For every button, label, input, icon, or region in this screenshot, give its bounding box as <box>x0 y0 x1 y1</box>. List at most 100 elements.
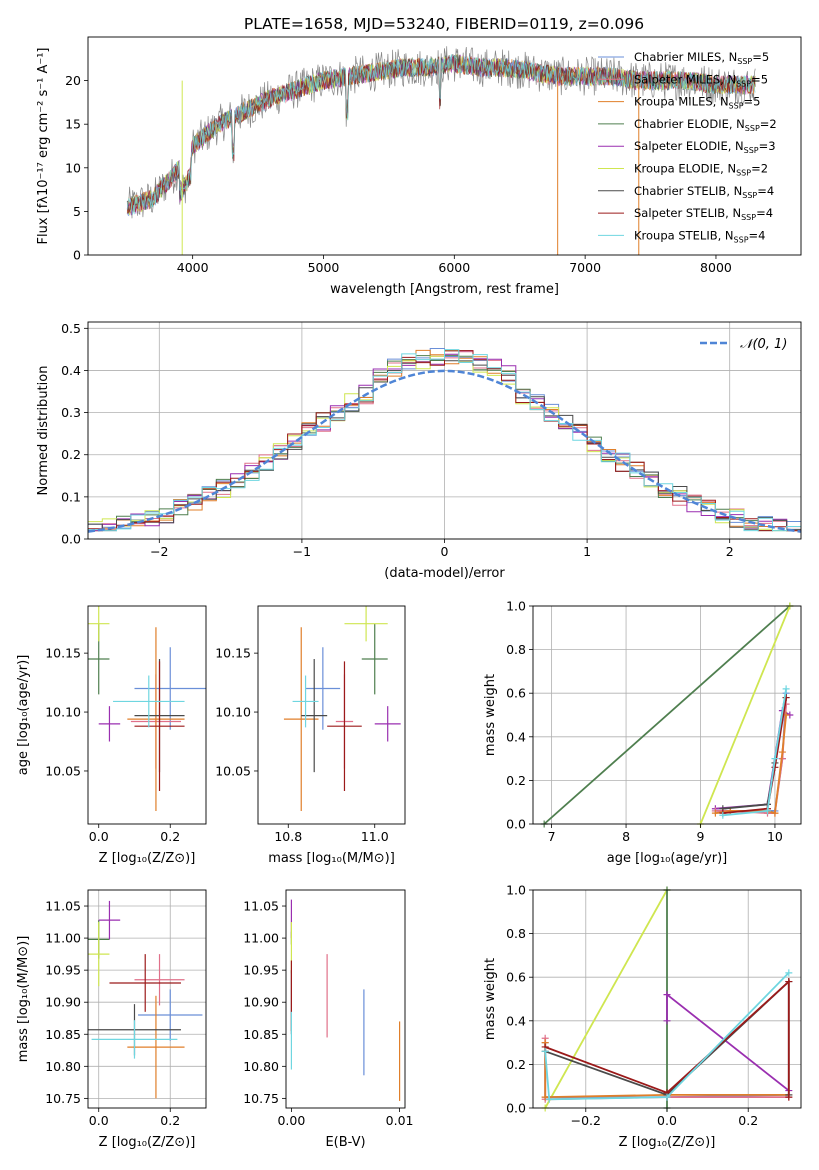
y-tick-label: 10.95 <box>45 963 81 978</box>
x-tick-label: 0.00 <box>277 1113 305 1128</box>
legend-subscript: SSP <box>742 191 757 200</box>
panel-spectrum: 4000 5000 6000 7000 8000 0 5 10 15 20 wavelength [… <box>36 36 802 297</box>
y-tick-label: 0.0 <box>61 532 81 547</box>
x-tick-label: 10 <box>767 829 783 844</box>
x-tick-label: 0.2 <box>738 1113 758 1128</box>
y-axis-label: mass weight <box>483 958 498 1040</box>
y-tick-label: 0.2 <box>506 1057 526 1072</box>
legend-label: Salpeter MILES, NSSP=5 <box>634 72 768 88</box>
legend-label: Salpeter STELIB, NSSP=4 <box>634 206 773 222</box>
y-tick-label: 10.80 <box>243 1059 279 1074</box>
series-marker <box>711 809 719 817</box>
legend-label: Kroupa ELODIE, NSSP=2 <box>634 162 768 178</box>
x-tick-label: 8 <box>622 829 630 844</box>
y-tick-label: 0.5 <box>61 321 81 336</box>
x-tick-label: −0.2 <box>571 1113 601 1128</box>
gridlines <box>88 890 206 1108</box>
y-tick-label: 0.2 <box>61 447 81 462</box>
legend: Chabrier MILES, NSSP=5 Salpeter MILES, NS… <box>598 50 777 244</box>
panel-age-vs-mass: 10.8 11.0 10.05 10.10 10.15 mass [log₁₀(M/M⊙)… <box>215 605 406 866</box>
plot-area <box>88 606 206 812</box>
series-marker <box>785 1093 793 1101</box>
x-axis-label: wavelength [Angstrom, rest frame] <box>330 282 559 297</box>
legend-subscript: SSP <box>737 57 752 66</box>
legend-subscript: SSP <box>741 213 756 222</box>
errorbar-point <box>374 706 401 742</box>
series-salpeter-stelib <box>544 979 790 1098</box>
errorbar-point <box>344 606 388 642</box>
legend-label: Salpeter ELODIE, NSSP=3 <box>634 139 776 155</box>
x-tick-label: 0 <box>441 544 449 559</box>
y-tick-label: 0.3 <box>61 405 81 420</box>
y-tick-label: 0.8 <box>506 926 526 941</box>
legend-subscript: SSP <box>734 235 749 244</box>
x-axis-label: mass [log₁₀(M/M⊙)] <box>268 851 395 866</box>
x-tick-label: −2 <box>150 544 168 559</box>
x-tick-label: −1 <box>293 544 311 559</box>
series-marker <box>782 685 790 693</box>
y-tick-label: 10.05 <box>215 763 251 778</box>
legend-suffix: =4 <box>749 228 766 242</box>
legend-label: Chabrier ELODIE, NSSP=2 <box>634 117 777 133</box>
panel-mass-vs-EBV: 0.00 0.01 10.75 10.80 10.85 10.90 10.95 11.00 11… <box>243 889 414 1150</box>
y-tick-label: 10.75 <box>243 1091 279 1106</box>
panel-age-vs-Z: 0.0 0.2 10.05 10.10 10.15 Z [log₁₀(Z/Z⊙)] age … <box>16 605 207 866</box>
axes-frame <box>87 605 207 825</box>
series-marker <box>785 978 793 986</box>
series-kroupa-miles <box>544 1042 789 1099</box>
errorbar-point <box>109 954 181 1012</box>
series-marker <box>771 755 779 763</box>
errorbar-point <box>292 675 319 728</box>
y-axis-label: Normed distribution <box>36 366 51 496</box>
figure-title: PLATE=1658, MJD=53240, FIBERID=0119, z=0… <box>244 15 644 33</box>
plot-area <box>88 900 203 1099</box>
y-tick-label: 0 <box>73 248 81 263</box>
plot-area <box>87 348 802 533</box>
panel-residual-hist: −2 −1 0 1 2 0.0 0.1 0.2 0.3 0.4 0.5 (data-model)/er… <box>36 321 802 581</box>
errorbar-point <box>305 647 341 730</box>
y-tick-label: 0.0 <box>506 1101 526 1116</box>
legend-label: Chabrier MILES, NSSP=5 <box>634 50 769 66</box>
y-tick-label: 0.4 <box>506 1013 526 1028</box>
x-tick-label: 2 <box>726 544 734 559</box>
legend-subscript: SSP <box>736 79 751 88</box>
axes-frame <box>532 605 802 825</box>
x-tick-label: 7 <box>548 829 556 844</box>
errorbar-point <box>91 1020 178 1059</box>
legend-suffix: =2 <box>760 117 777 131</box>
x-tick-label: 0.0 <box>657 1113 677 1128</box>
y-tick-label: 10.05 <box>45 763 81 778</box>
series-marker <box>719 811 727 819</box>
errorbar-point <box>283 627 319 812</box>
y-tick-label: 0.0 <box>506 817 526 832</box>
legend-suffix: =4 <box>756 206 773 220</box>
legend-label: Kroupa STELIB, NSSP=4 <box>634 228 765 244</box>
y-tick-label: 0.4 <box>506 729 526 744</box>
y-tick-label: 5 <box>73 204 81 219</box>
x-tick-label: 9 <box>697 829 705 844</box>
plot-area <box>541 886 793 1112</box>
y-axis-label: mass [log₁₀(M/M⊙)] <box>16 936 31 1063</box>
series-kroupa-stelib <box>544 972 790 1101</box>
y-tick-label: 0.2 <box>506 773 526 788</box>
x-tick-label: 0.0 <box>89 1113 109 1128</box>
y-tick-label: 10.10 <box>45 705 81 720</box>
model-spectrum-kroupa-stelib <box>126 54 756 215</box>
legend-label: Chabrier STELIB, NSSP=4 <box>634 184 774 200</box>
y-tick-label: 10.15 <box>215 646 251 661</box>
y-tick-label: 10 <box>65 160 81 175</box>
legend-subscript: SSP <box>736 169 751 178</box>
y-tick-label: 11.05 <box>45 899 81 914</box>
x-tick-label: 1 <box>583 544 591 559</box>
y-tick-label: 1.0 <box>506 883 526 898</box>
panel-weight-vs-age: 7 8 9 10 0.0 0.2 0.4 0.6 0.8 1.0 age [log₁₀(age/yr… <box>483 599 802 866</box>
y-tick-label: 0.4 <box>61 363 81 378</box>
plot-area <box>126 46 756 255</box>
x-tick-label: 11.0 <box>361 829 389 844</box>
errorbar-point <box>88 606 110 642</box>
y-axis-label: Flux [fλ10⁻¹⁷ erg cm⁻² s⁻¹ A⁻¹] <box>36 48 51 245</box>
histogram-salpeter-stelib <box>88 350 801 532</box>
errorbar-point <box>98 706 121 742</box>
